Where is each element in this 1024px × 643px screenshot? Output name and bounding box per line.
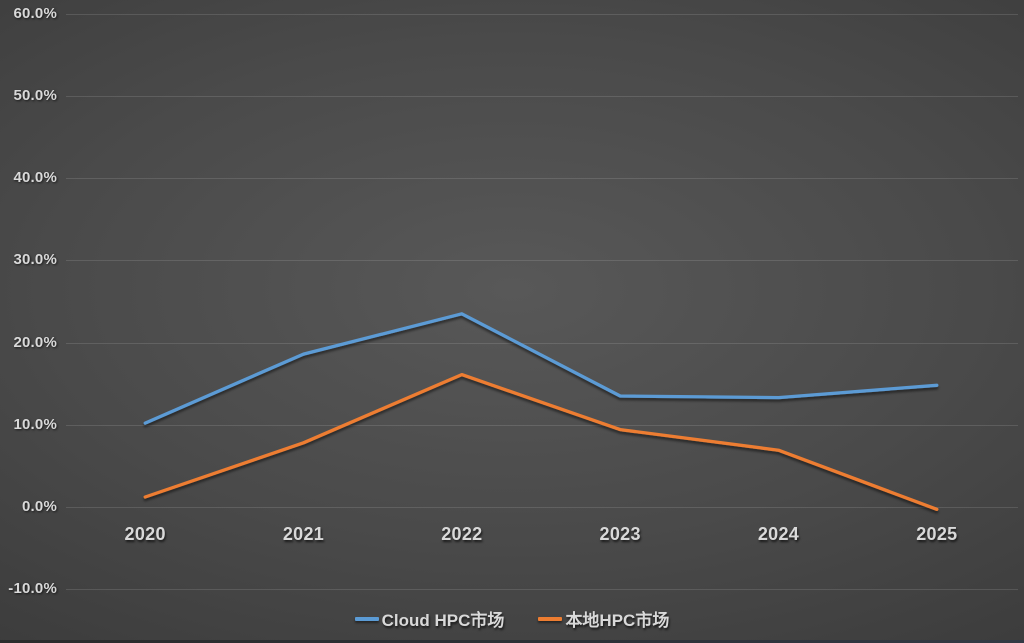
y-tick-label: 0.0% [22, 497, 57, 515]
y-tick-label: 10.0% [13, 415, 57, 433]
gridline [66, 96, 1018, 98]
gridline [66, 14, 1018, 15]
y-tick-label: -10.0% [8, 580, 57, 597]
legend-item-local-hpc: 本地HPC市场 [538, 606, 669, 631]
y-tick-label: 50.0% [13, 87, 57, 105]
x-tick-label: 2023 [599, 524, 641, 544]
gridline [66, 424, 1018, 426]
y-tick-label: 30.0% [13, 251, 57, 269]
gridline [66, 178, 1018, 180]
gridline [66, 589, 1018, 590]
series-line-local-hpc [143, 372, 939, 511]
gridline [66, 260, 1018, 262]
legend-line-swatch-cloud-hpc [354, 616, 379, 621]
chart-legend: Cloud HPC市场 本地HPC市场 [0, 606, 1024, 631]
x-tick-label: 2021 [282, 524, 325, 544]
x-tick-label: 2025 [916, 524, 958, 544]
y-tick-label: 60.0% [13, 5, 57, 22]
legend-label-local-hpc: 本地HPC市场 [565, 611, 670, 630]
y-tick-label: 20.0% [13, 333, 57, 351]
y-tick-label: 40.0% [13, 169, 57, 187]
slide-bottom-edge [0, 640, 1024, 643]
x-tick-label: 2022 [441, 524, 483, 544]
series-line-cloud-hpc [143, 312, 939, 425]
legend-label-cloud-hpc: Cloud HPC市场 [381, 611, 505, 630]
x-tick-label: 2024 [757, 524, 800, 544]
x-tick-label: 2020 [124, 524, 166, 544]
legend-line-swatch-local-hpc [538, 616, 563, 621]
gridline [66, 342, 1018, 344]
gridline [66, 506, 1018, 508]
legend-item-cloud-hpc: Cloud HPC市场 [354, 606, 505, 631]
